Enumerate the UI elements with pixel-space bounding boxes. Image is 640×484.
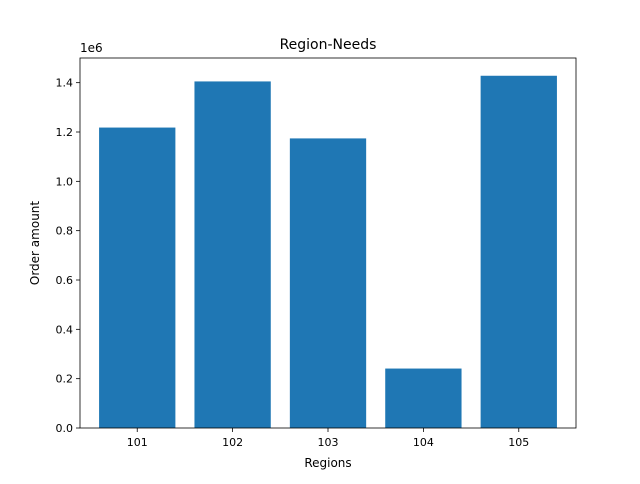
x-tick-label: 103 <box>318 436 339 449</box>
x-tick-label: 105 <box>508 436 529 449</box>
bar-103 <box>289 138 367 428</box>
y-tick-label: 1.0 <box>56 175 74 188</box>
bar-105 <box>480 75 557 428</box>
bar-104 <box>385 368 462 428</box>
bar-102 <box>194 81 271 429</box>
chart-title: Region-Needs <box>280 37 377 53</box>
axes-frame <box>79 57 577 429</box>
y-tick-label: 0.2 <box>56 373 74 386</box>
y-tick-label: 0.4 <box>56 323 74 336</box>
y-axis-offset-label: 1e6 <box>80 41 103 55</box>
y-tick-label: 1.2 <box>56 126 74 139</box>
y-axis-label: Order amount <box>28 201 42 286</box>
x-tick-label: 101 <box>127 436 148 449</box>
x-tick-label: 104 <box>413 436 434 449</box>
y-tick-label: 0.8 <box>56 225 74 238</box>
y-tick-label: 0.6 <box>56 274 74 287</box>
y-tick-label: 0.0 <box>56 422 74 435</box>
y-tick-label: 1.4 <box>56 77 74 90</box>
bar-101 <box>99 127 176 428</box>
bars-layer <box>99 75 557 429</box>
x-tick-label: 102 <box>222 436 243 449</box>
ticks-layer: 101 102 103 104 105 0.0 0.2 0.4 0.6 0.8 1.0 1.2 1.4 <box>56 77 530 449</box>
x-axis-label: Regions <box>304 456 351 470</box>
